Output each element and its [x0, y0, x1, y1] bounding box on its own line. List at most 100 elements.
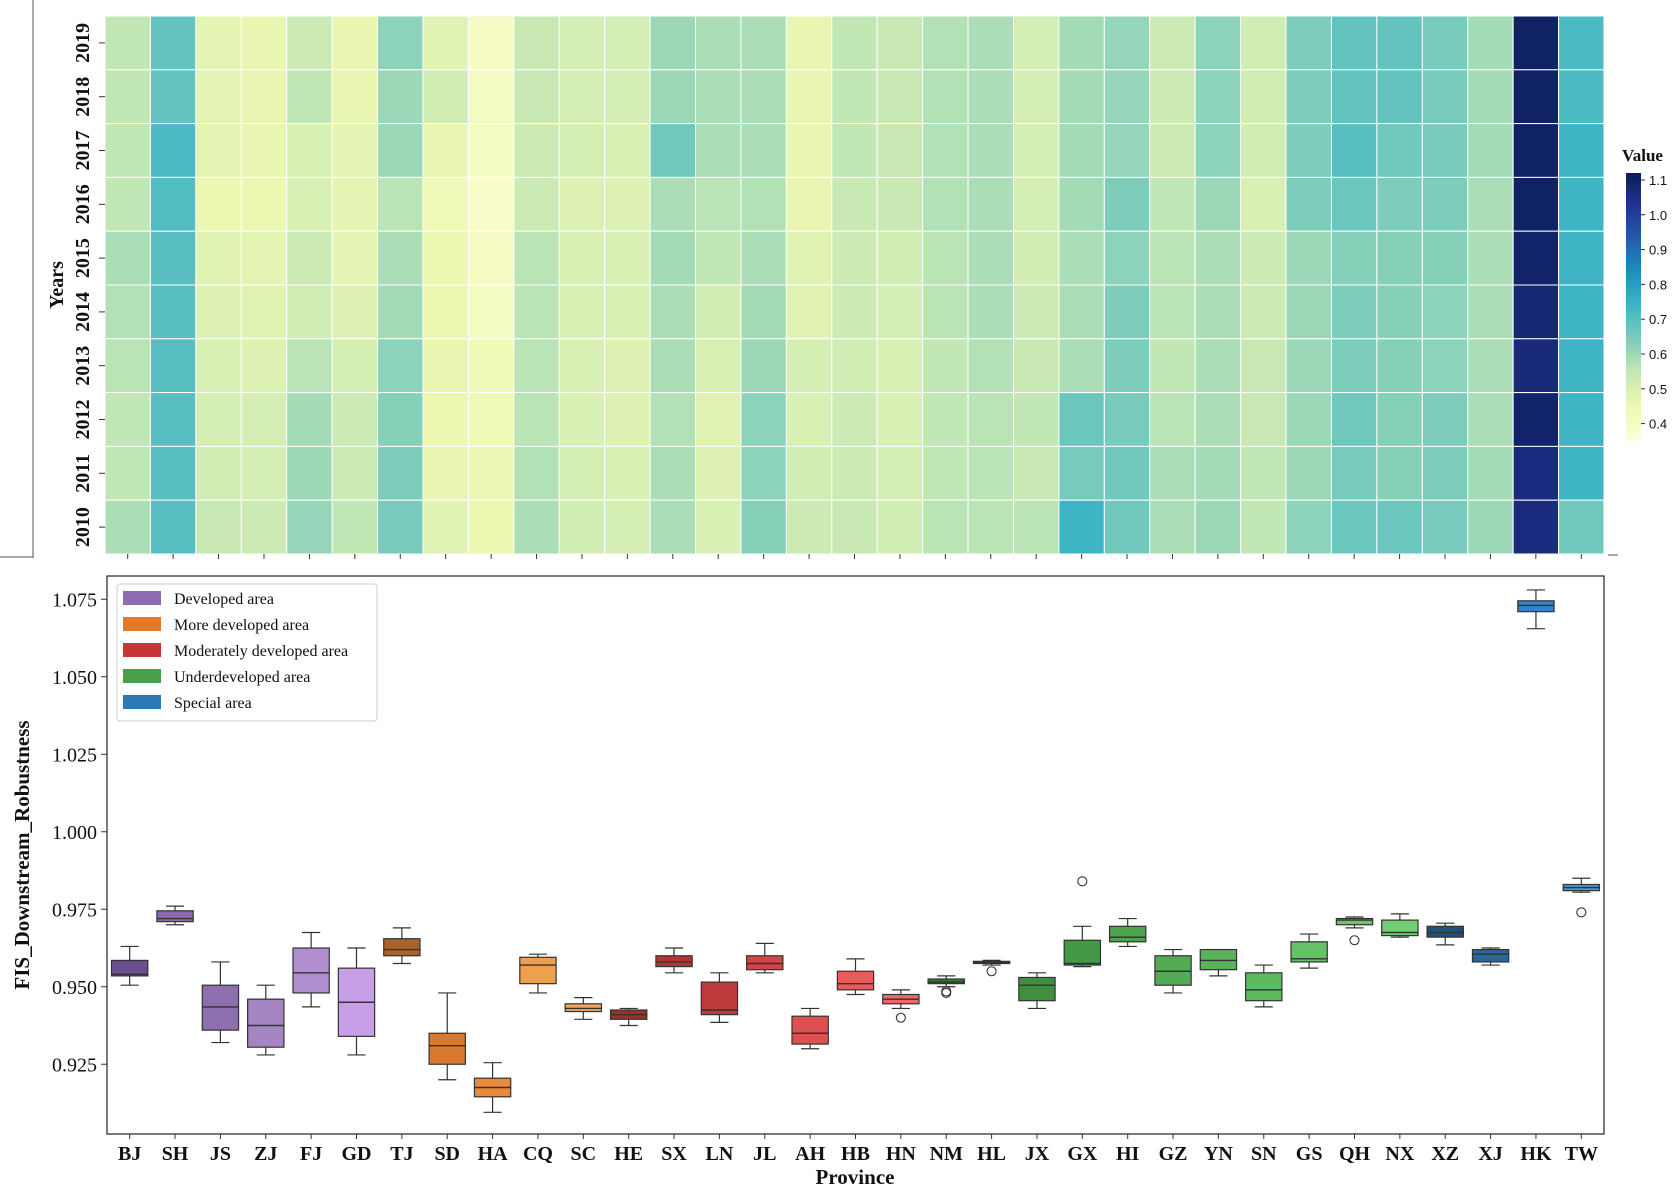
heatmap-cell	[331, 123, 379, 178]
heatmap-cell	[1330, 499, 1378, 555]
heatmap-cell	[785, 15, 833, 71]
heatmap-cell	[1330, 338, 1378, 394]
heatmap-cell	[195, 445, 242, 501]
heatmap-cell	[1012, 499, 1060, 555]
heatmap-cell	[967, 392, 1014, 447]
heatmap-cell	[331, 230, 379, 286]
boxplot-x-tick-label: XZ	[1431, 1143, 1459, 1165]
heatmap-cell	[149, 338, 197, 394]
heatmap-cell	[1194, 69, 1242, 125]
heatmap-cell	[422, 123, 469, 178]
heatmap-cell	[1512, 123, 1560, 178]
heatmap-cell	[1330, 15, 1378, 71]
heatmap-cell	[1149, 445, 1196, 501]
heatmap-cell	[1012, 284, 1060, 340]
box-sh	[156, 905, 194, 926]
heatmap-cell	[785, 338, 833, 394]
heatmap-cell	[558, 230, 606, 286]
box-gs	[1290, 933, 1328, 969]
box-hl	[972, 959, 1011, 977]
heatmap-cell	[740, 176, 787, 232]
box-sd	[428, 992, 466, 1081]
heatmap-cell	[1421, 15, 1469, 71]
heatmap-cell	[876, 15, 924, 71]
heatmap-cell	[1467, 69, 1514, 125]
heatmap-cell	[195, 392, 242, 447]
legend-swatch	[123, 591, 161, 605]
heatmap-cell	[876, 338, 924, 394]
heatmap-cell	[876, 284, 924, 340]
heatmap-cell	[649, 123, 697, 178]
heatmap-cell	[240, 499, 288, 555]
heatmap-cell	[604, 284, 651, 340]
heatmap-cell	[331, 284, 379, 340]
heatmap-cell	[1512, 69, 1560, 125]
heatmap-cell	[922, 284, 969, 340]
heatmap-cell	[1512, 392, 1560, 447]
boxplot-x-tick-label: JL	[753, 1143, 776, 1165]
heatmap-cell	[1558, 392, 1605, 447]
heatmap-cell	[695, 15, 742, 71]
heatmap-cell	[649, 284, 697, 340]
heatmap-cell	[195, 15, 242, 71]
heatmap-cell	[513, 445, 560, 501]
heatmap-cell	[922, 392, 969, 447]
heatmap-cell	[876, 445, 924, 501]
box-hn	[882, 989, 920, 1023]
heatmap-cell	[240, 230, 288, 286]
heatmap-cell	[1240, 284, 1287, 340]
boxplot-boxes	[110, 589, 1601, 1113]
heatmap-cell	[1285, 69, 1332, 125]
heatmap-cell	[195, 338, 242, 394]
heatmap-cell	[1467, 230, 1514, 286]
box-gd	[337, 947, 376, 1056]
heatmap-y-tick-label: 2018	[72, 77, 94, 117]
heatmap-cell	[422, 176, 469, 232]
heatmap-cell	[422, 230, 469, 286]
heatmap-cell	[1512, 445, 1560, 501]
heatmap-cell	[967, 445, 1014, 501]
heatmap-cell	[422, 284, 469, 340]
heatmap-cell	[1058, 338, 1105, 394]
heatmap-cell	[922, 123, 969, 178]
heatmap-cell	[740, 15, 787, 71]
box-iqr	[292, 947, 330, 994]
heatmap-cell	[649, 445, 697, 501]
box-jl	[746, 942, 784, 974]
heatmap-cell	[831, 15, 878, 71]
heatmap-cell	[377, 176, 424, 232]
box-iqr	[836, 970, 875, 991]
heatmap-cell	[604, 230, 651, 286]
heatmap-cell	[240, 338, 288, 394]
heatmap-cell	[558, 338, 606, 394]
box-zj	[247, 984, 285, 1056]
heatmap-cell	[377, 284, 424, 340]
heatmap-cell	[1558, 445, 1605, 501]
heatmap-cell	[1421, 284, 1469, 340]
heatmap-cell	[1558, 15, 1605, 71]
boxplot-x-tick-label: HL	[977, 1143, 1006, 1165]
heatmap-cell	[1421, 230, 1469, 286]
heatmap-cell	[149, 445, 197, 501]
heatmap-cell	[1194, 499, 1242, 555]
box-iqr	[1335, 917, 1374, 926]
heatmap-cell	[922, 499, 969, 555]
heatmap-cell	[1103, 445, 1151, 501]
heatmap-cell	[1421, 392, 1469, 447]
heatmap-cell	[967, 338, 1014, 394]
box-tj	[383, 927, 421, 965]
heatmap-cell	[740, 69, 787, 125]
heatmap-cell	[1421, 499, 1469, 555]
heatmap-cell	[1240, 69, 1287, 125]
colorbar-tick-label: 0.8	[1649, 277, 1667, 292]
heatmap-cell	[513, 15, 560, 71]
box-iqr	[700, 981, 739, 1016]
heatmap-y-ticks: 2019 2018 2017 2016 2015 2014 2013 2012 2011 2010	[72, 23, 105, 547]
heatmap-cell	[467, 284, 515, 340]
boxplot-y-tick-label: 0.950	[52, 977, 97, 999]
heatmap-cell	[513, 69, 560, 125]
heatmap-cell	[104, 445, 151, 501]
heatmap-cell	[922, 176, 969, 232]
heatmap-cell	[1558, 69, 1605, 125]
heatmap-cell	[1149, 176, 1196, 232]
